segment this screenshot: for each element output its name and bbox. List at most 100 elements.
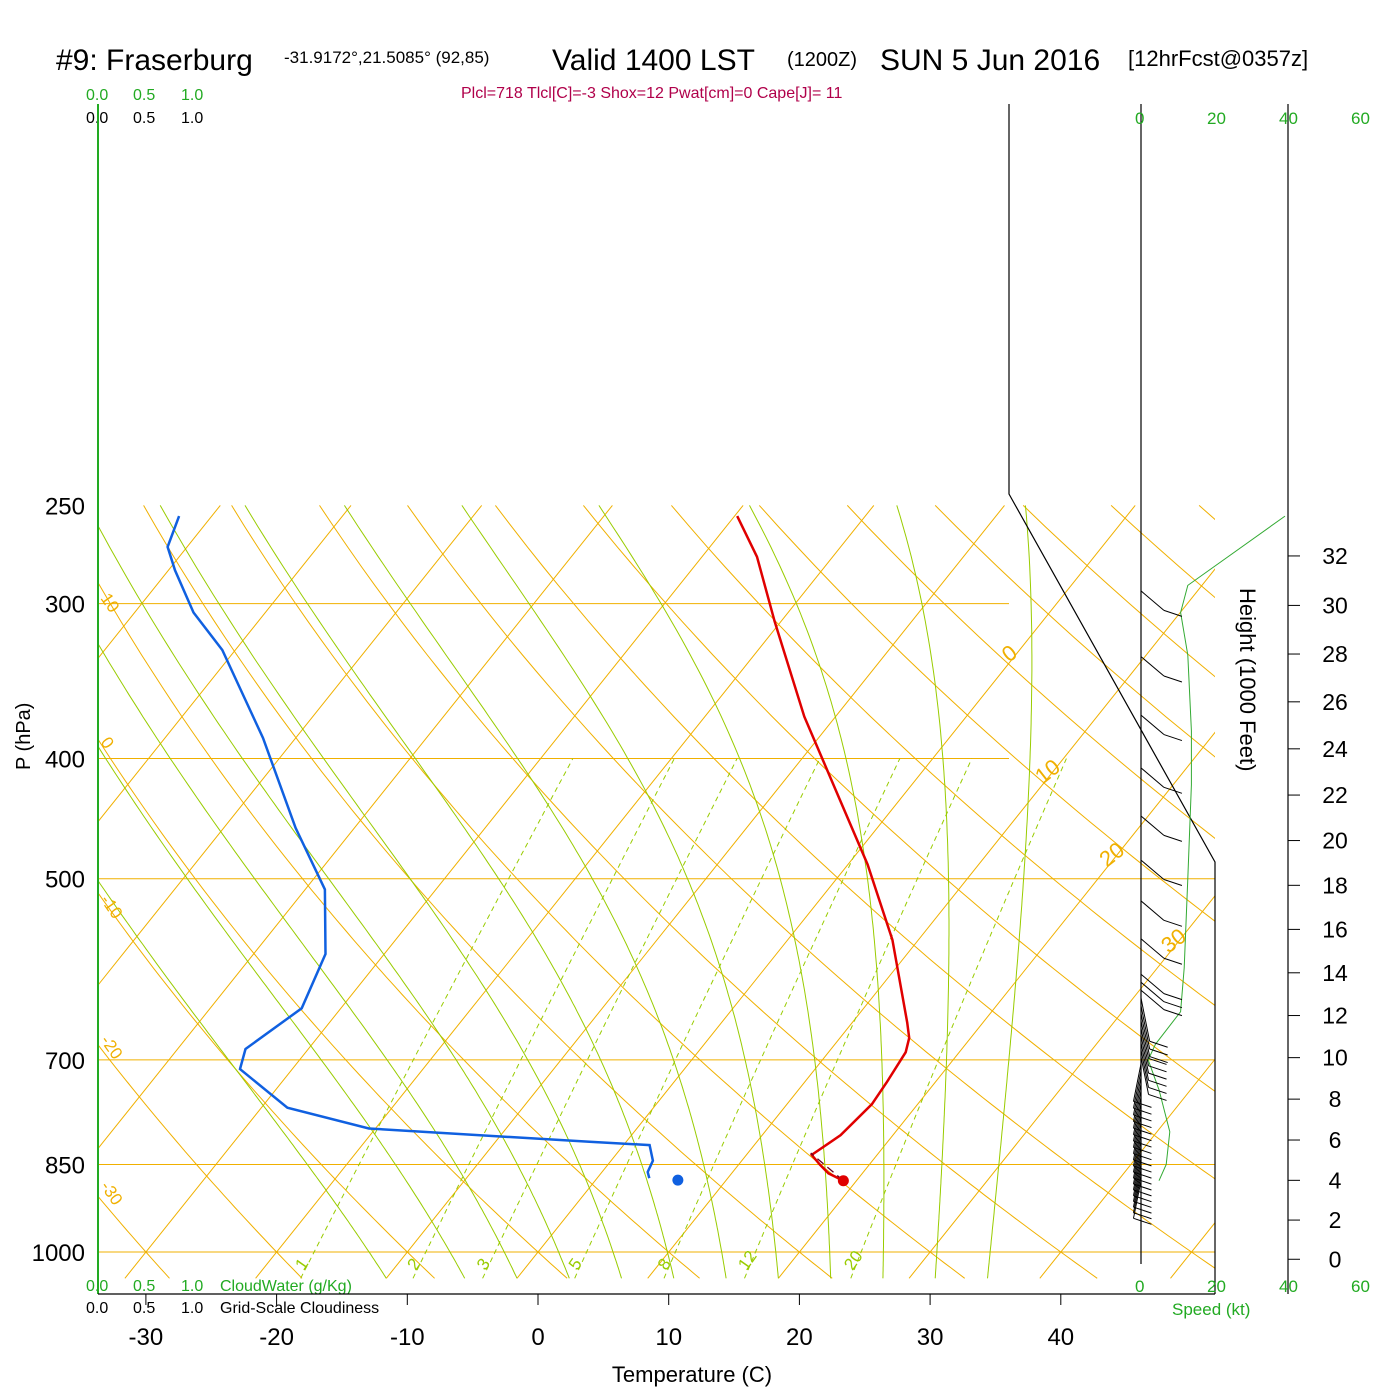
cloud-water-tick: 0.0 (86, 87, 108, 104)
mixing-ratio-label: 3 (473, 1255, 494, 1274)
wind-barb (1132, 1180, 1142, 1219)
mixing-ratio-labels: 1 2 3 5 8 12 20 (291, 1247, 866, 1273)
wind-barb-flag (1133, 1212, 1152, 1220)
wind-barb (1140, 714, 1165, 735)
wind-barb-flag (1133, 1171, 1152, 1179)
wind-barb-flag (1163, 786, 1183, 794)
wind-barb (1140, 989, 1165, 1011)
pressure-tick-label: 1000 (32, 1240, 85, 1267)
isotherm-line (124, 505, 744, 1279)
wind-barb-flag (1163, 993, 1183, 1001)
mixing-ratio-grid (300, 758, 1067, 1279)
wind-barb (1140, 1028, 1150, 1066)
moist-adiabat-line (598, 505, 832, 1279)
speed-tick-label: 0 (1135, 1277, 1144, 1296)
wind-barb-flag (1133, 1134, 1152, 1142)
wind-barb-flag (1133, 1195, 1152, 1203)
isotherm-label: 10 (97, 590, 123, 616)
moist-adiabat-line (98, 745, 466, 1279)
temperature-axis: -30 -20 -10 0 10 20 30 40 (129, 1294, 1074, 1351)
dry-adiabat-line (98, 581, 700, 1279)
surface-dewpoint-marker (672, 1174, 684, 1186)
height-tick-label: 6 (1329, 1127, 1342, 1153)
isotherm-label: 10 (1030, 754, 1065, 789)
cloud-water-tick: 0.5 (133, 1278, 155, 1295)
height-tick-label: 24 (1322, 736, 1348, 762)
wind-barb-flag (1148, 1057, 1167, 1065)
temperature-tick-label: -30 (129, 1324, 164, 1351)
wind-barb-flag (1133, 1146, 1152, 1154)
dry-adiabat-line (407, 505, 1215, 1269)
wind-barb-flag (1133, 1121, 1152, 1129)
speed-tick-label: 0 (1135, 109, 1144, 128)
stability-indices: Plcl=718 Tlcl[C]=-3 Shox=12 Pwat[cm]=0 C… (461, 85, 842, 102)
wind-barb-flag (1133, 1217, 1152, 1225)
height-tick-label: 10 (1322, 1045, 1348, 1071)
isotherm-line (1301, 505, 1400, 1278)
wind-barb-flag (1148, 1093, 1167, 1101)
temperature-tick-label: -10 (390, 1324, 425, 1351)
cloud-water-scale-bottom: 0.0 0.5 1.0 CloudWater (g/Kg) 0.0 0.5 1.… (86, 1278, 379, 1317)
wind-barb (1140, 1035, 1150, 1074)
wind-barb-flag (1149, 1040, 1168, 1048)
wind-barb (1132, 1158, 1142, 1196)
height-tick-label: 28 (1322, 641, 1348, 667)
isotherm-line (98, 505, 483, 986)
dry-adiabat-line (934, 505, 1215, 758)
wind-barb-flag (1163, 609, 1183, 617)
dry-adiabat-line (143, 505, 833, 1279)
temperature-tick-label: 30 (917, 1324, 944, 1351)
wind-barb (1132, 1140, 1142, 1179)
isotherm-label: 0 (997, 640, 1022, 667)
parcel-line (810, 1152, 844, 1182)
wind-barb (1140, 1056, 1150, 1095)
isotherm-line (778, 731, 1215, 1279)
cloud-water-scale-top: 0.0 0.5 1.0 0.0 0.5 1.0 (86, 87, 203, 127)
isotherm-label: -10 (97, 891, 127, 922)
wind-barb (1140, 900, 1165, 921)
height-tick-label: 30 (1322, 592, 1348, 618)
wind-barb-flag (1133, 1100, 1152, 1108)
moist-adiabat-line (749, 505, 885, 1279)
isotherm-line (98, 505, 221, 660)
mixing-ratio-label: 2 (403, 1255, 424, 1274)
temperature-tick-label: -20 (259, 1324, 294, 1351)
pressure-tick-label: 250 (45, 493, 85, 520)
pressure-tick-label: 300 (45, 592, 85, 619)
cloudiness-label: Grid-Scale Cloudiness (220, 1300, 379, 1317)
pressure-tick-label: 400 (45, 747, 85, 774)
wind-barb (1140, 815, 1165, 836)
isotherm-line (647, 568, 1215, 1279)
mixing-ratio-line (663, 758, 901, 1279)
moist-adiabat-line (98, 879, 387, 1279)
isotherm-line (98, 505, 613, 1150)
date-label: SUN 5 Jun 2016 (880, 44, 1100, 77)
wind-barb-flag (1163, 1001, 1183, 1009)
cloud-water-tick: 1.0 (181, 87, 203, 104)
mixing-ratio-line (482, 758, 738, 1279)
height-tick-label: 4 (1329, 1167, 1342, 1193)
moist-adiabat-line (987, 505, 1033, 1279)
mixing-ratio-line (744, 758, 973, 1279)
x-axis-label: Temperature (C) (612, 1362, 772, 1387)
wind-barb (1140, 1049, 1150, 1088)
moist-adiabat-line (244, 505, 675, 1279)
cloud-water-tick: 1.0 (181, 1278, 203, 1295)
temperature-tick-label: 0 (531, 1324, 544, 1351)
dewpoint-line (166, 515, 655, 1179)
wind-barb (1140, 767, 1165, 788)
dry-adiabat-line (495, 505, 1215, 1180)
moist-adiabat-grid (98, 505, 1033, 1279)
height-tick-label: 18 (1322, 872, 1348, 898)
cloud-water-label: CloudWater (g/Kg) (220, 1278, 352, 1295)
mixing-ratio-label: 12 (734, 1247, 760, 1273)
wind-barb-flag (1133, 1200, 1152, 1208)
mixing-ratio-line (850, 758, 1067, 1279)
wind-barb-flag (1133, 1189, 1152, 1197)
pressure-tick-label: 700 (45, 1048, 85, 1075)
height-tick-label: 0 (1329, 1246, 1342, 1272)
wind-barb-flag (1149, 1048, 1168, 1056)
wind-barb-flag (1163, 675, 1183, 683)
moist-adiabat-line (461, 505, 779, 1279)
